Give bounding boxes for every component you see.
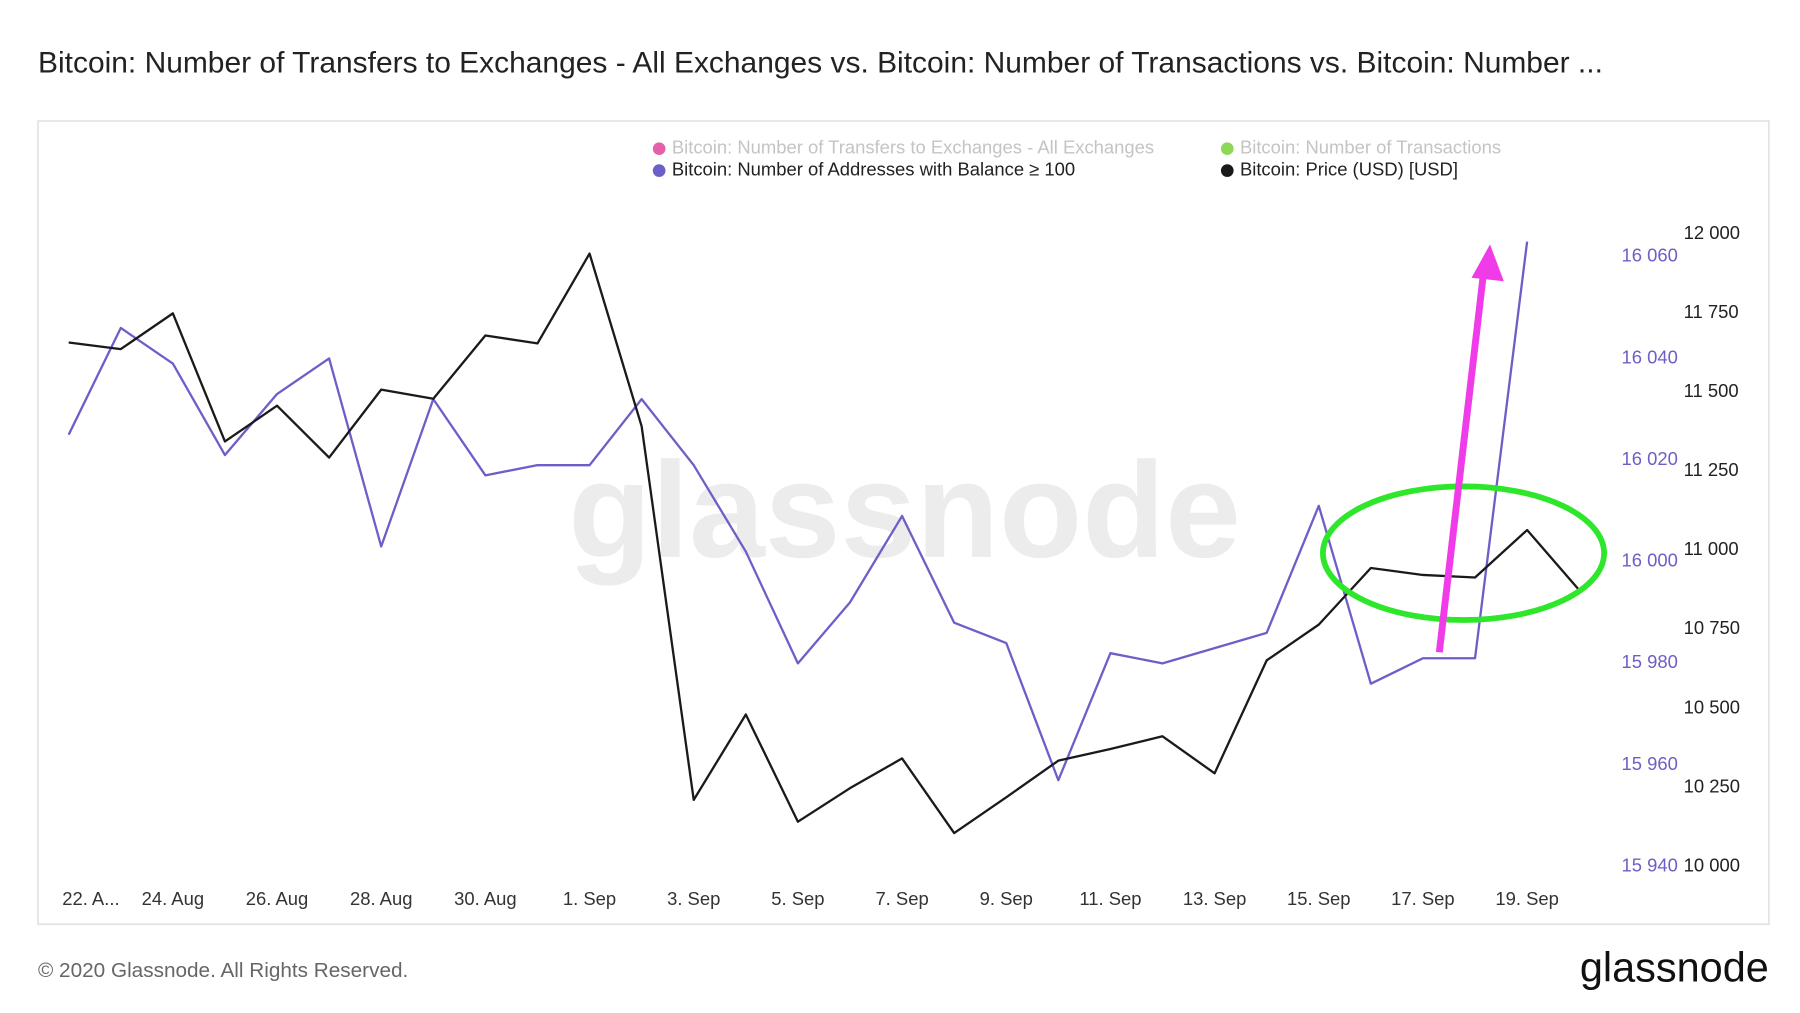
y-tick-label: 10 250 [1684,775,1740,796]
legend-marker [1220,142,1234,156]
y-tick-label: 10 750 [1684,617,1740,638]
legend-entry[interactable]: Bitcoin: Number of Transfers to Exchange… [672,137,1154,158]
series-line [67,241,1529,782]
watermark: glassnode [568,434,1240,586]
plot-area: 10 000 10 250 10 500 10 750 11 000 11 250 11 5… [62,222,1740,909]
y-tick-label: 11 500 [1684,380,1739,401]
y-tick-label: 11 000 [1684,538,1739,559]
footer: © 2020 Glassnode. All Rights Reserved. [38,959,408,982]
y2-tick-label: 16 000 [1621,550,1677,571]
y2-tick-label: 15 940 [1621,854,1677,875]
x-tick-label: 26. Aug [246,888,308,909]
logo: glassnode [1580,943,1769,990]
y2-tick-label: 16 040 [1621,346,1677,367]
x-tick-label: 1. Sep [563,888,616,909]
y-tick-label: 10 500 [1684,696,1740,717]
y2-tick-label: 16 060 [1621,245,1677,266]
series-line [68,252,1581,835]
chart-frame [37,120,1770,926]
x-tick-label: 19. Sep [1495,888,1559,909]
y2-tick-label: 16 020 [1621,448,1677,469]
arrow-head [1471,244,1504,282]
legend-marker [652,164,666,177]
x-tick-label: 7. Sep [875,888,928,909]
y-tick-label: 11 250 [1684,459,1739,480]
x-tick-label: 30. Aug [454,888,517,909]
x-tick-label: 22. A... [62,888,119,909]
legend-marker [1220,164,1234,177]
x-tick-label: 3. Sep [667,888,720,909]
x-tick-label: 28. Aug [350,888,413,909]
legend-entry[interactable]: Bitcoin: Price (USD) [USD] [1240,158,1458,179]
y-tick-label: 10 000 [1684,854,1740,875]
x-tick-label: 15. Sep [1287,888,1351,909]
y2-tick-label: 15 960 [1621,753,1677,774]
legend-entry[interactable]: Bitcoin: Number of Addresses with Balanc… [672,158,1075,179]
x-tick-label: 24. Aug [142,888,205,909]
highlight-ellipse [1320,483,1607,623]
x-tick-label: 17. Sep [1391,888,1455,909]
y-tick-label: 12 000 [1684,222,1740,243]
legend-entry[interactable]: Bitcoin: Number of Transactions [1240,137,1501,158]
annotation-arrow [1435,276,1487,653]
legend-marker [652,142,666,156]
x-tick-label: 11. Sep [1079,888,1141,909]
x-tick-label: 9. Sep [980,888,1033,909]
y2-tick-label: 15 980 [1621,651,1677,672]
x-tick-label: 13. Sep [1183,888,1247,909]
x-tick-label: 5. Sep [771,888,824,909]
y-tick-label: 11 750 [1684,301,1739,322]
chart-title: Bitcoin: Number of Transfers to Exchange… [38,46,1603,79]
